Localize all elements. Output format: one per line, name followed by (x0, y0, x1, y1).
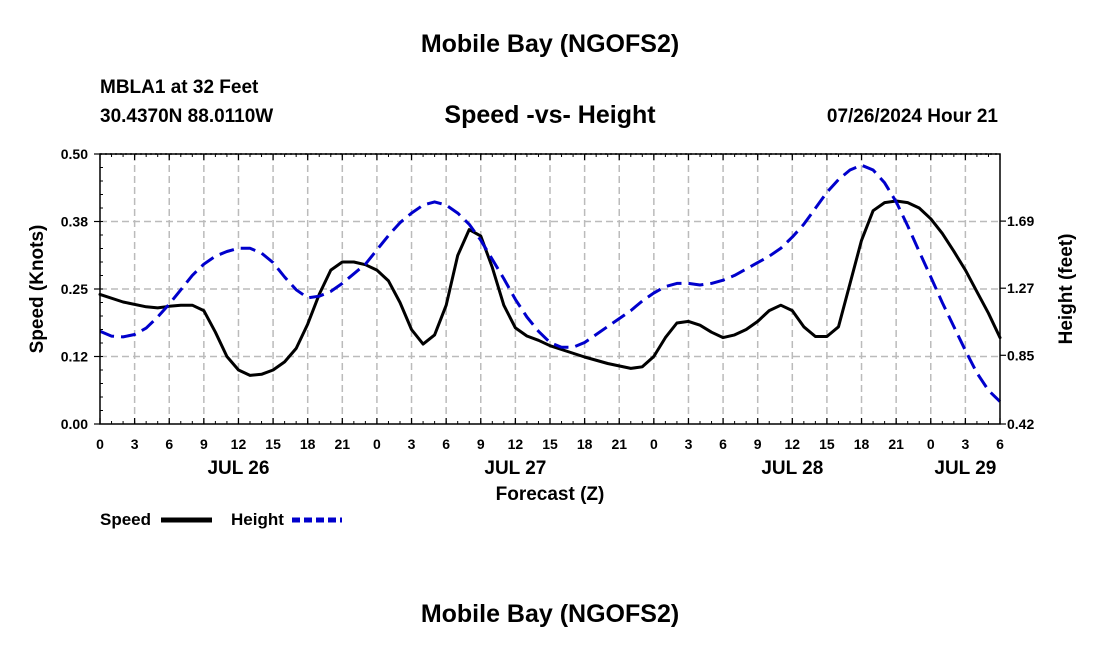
day-label: JUL 26 (207, 458, 269, 479)
x-tick-label: 18 (577, 436, 593, 452)
x-tick-label: 6 (719, 436, 727, 452)
y2-tick-label: 1.69 (1007, 213, 1034, 229)
station-coordinates: 30.4370N 88.0110W (100, 106, 274, 127)
grid (100, 154, 1000, 424)
legend-speed-label: Speed (100, 510, 151, 529)
x-tick-label: 12 (508, 436, 524, 452)
x-tick-label: 12 (785, 436, 801, 452)
x-tick-label: 15 (265, 436, 281, 452)
x-tick-label: 9 (754, 436, 762, 452)
y2-tick-label: 0.42 (1007, 416, 1034, 432)
y-tick-label: 0.25 (61, 281, 88, 297)
x-tick-label: 18 (854, 436, 870, 452)
x-tick-label: 21 (888, 436, 904, 452)
x-tick-label: 21 (335, 436, 351, 452)
y-tick-label: 0.00 (61, 416, 88, 432)
series-speed-line (98, 199, 1002, 377)
x-tick-label: 0 (96, 436, 104, 452)
series-group (98, 163, 1002, 403)
x-tick-label: 3 (131, 436, 139, 452)
station-name: MBLA1 at 32 Feet (100, 77, 259, 98)
x-tick-label: 3 (408, 436, 416, 452)
x-axis-title: Forecast (Z) (496, 484, 605, 505)
x-tick-label: 0 (373, 436, 381, 452)
axis-ticks: 0 3 6 9 12 15 18 21 0 3 6 9 12 15 18 21 0 3 6 9 12 15 18 21 0 3 6J… (61, 146, 1035, 479)
x-tick-label: 12 (231, 436, 247, 452)
chart-timestamp: 07/26/2024 Hour 21 (826, 106, 998, 127)
x-tick-label: 21 (611, 436, 627, 452)
legend: Speed Height (100, 510, 342, 529)
legend-height-label: Height (231, 510, 284, 529)
y2-tick-label: 0.85 (1007, 347, 1034, 363)
main-title: Mobile Bay (NGOFS2) (420, 30, 680, 58)
x-tick-label: 3 (685, 436, 693, 452)
x-tick-label: 0 (927, 436, 935, 452)
day-label: JUL 29 (934, 458, 996, 479)
x-tick-label: 3 (961, 436, 969, 452)
y2-tick-label: 1.27 (1007, 280, 1034, 296)
x-tick-label: 6 (442, 436, 450, 452)
day-label: JUL 28 (761, 458, 823, 479)
y-tick-label: 0.38 (61, 214, 88, 230)
y-axis-title: Speed (Knots) (27, 225, 48, 354)
x-tick-label: 9 (477, 436, 485, 452)
series-height-line (99, 163, 1002, 403)
day-label: JUL 27 (484, 458, 546, 479)
y-tick-label: 0.12 (61, 349, 88, 365)
x-tick-label: 15 (819, 436, 835, 452)
y-tick-label: 0.50 (61, 146, 88, 162)
x-tick-label: 15 (542, 436, 558, 452)
x-tick-label: 18 (300, 436, 316, 452)
bottom-title: Mobile Bay (NGOFS2) (420, 600, 680, 628)
x-tick-label: 6 (165, 436, 173, 452)
x-tick-label: 9 (200, 436, 208, 452)
y2-axis-title: Height (feet) (1056, 234, 1077, 345)
x-tick-label: 6 (996, 436, 1004, 452)
chart-title: Speed -vs- Height (444, 101, 656, 129)
x-tick-label: 0 (650, 436, 658, 452)
